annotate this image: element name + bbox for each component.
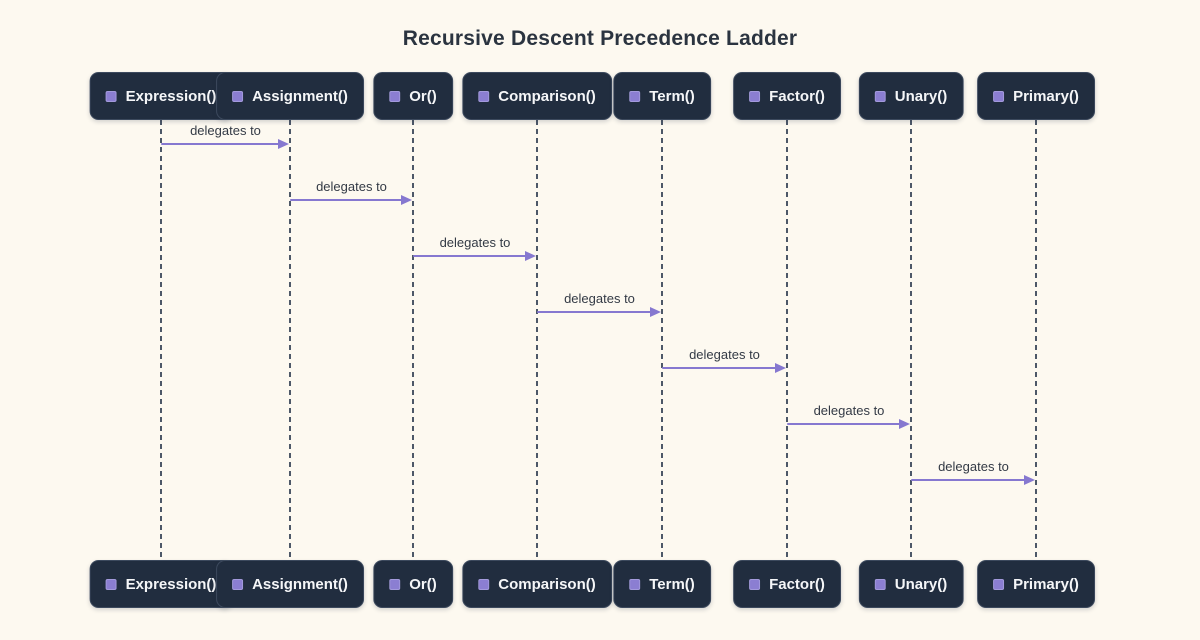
message-arrow-line bbox=[161, 143, 280, 145]
square-icon bbox=[874, 90, 886, 102]
lifeline bbox=[786, 120, 788, 560]
square-icon bbox=[629, 90, 641, 102]
participant-box-bottom: Unary() bbox=[858, 560, 964, 608]
message-label: delegates to bbox=[564, 291, 635, 306]
participant-box-bottom: Factor() bbox=[733, 560, 841, 608]
participant-label: Factor() bbox=[769, 87, 825, 105]
arrowhead-icon bbox=[650, 307, 661, 317]
participant-label: Unary() bbox=[894, 87, 948, 105]
square-icon bbox=[874, 578, 886, 590]
lifeline bbox=[661, 120, 663, 560]
message-arrow-line bbox=[537, 311, 652, 313]
participant-box-bottom: Primary() bbox=[977, 560, 1095, 608]
participant-label: Or() bbox=[409, 575, 437, 593]
participant-box-bottom: Assignment() bbox=[216, 560, 364, 608]
message-label: delegates to bbox=[938, 459, 1009, 474]
lifeline bbox=[160, 120, 162, 560]
message-arrow-line bbox=[413, 255, 527, 257]
arrowhead-icon bbox=[775, 363, 786, 373]
square-icon bbox=[389, 90, 401, 102]
message-label: delegates to bbox=[813, 403, 885, 418]
participant-label: Expression() bbox=[125, 87, 217, 105]
participant-label: Assignment() bbox=[252, 575, 348, 593]
square-icon bbox=[105, 90, 117, 102]
participant-label: Term() bbox=[649, 575, 695, 593]
participant-box-top: Factor() bbox=[733, 72, 841, 120]
participant-box-top: Or() bbox=[373, 72, 453, 120]
square-icon bbox=[389, 578, 401, 590]
participant-box-top: Assignment() bbox=[216, 72, 364, 120]
lifeline bbox=[910, 120, 912, 560]
participant-label: Primary() bbox=[1013, 87, 1079, 105]
square-icon bbox=[478, 578, 490, 590]
participant-label: Or() bbox=[409, 87, 437, 105]
participant-box-bottom: Expression() bbox=[89, 560, 233, 608]
message-arrow-line bbox=[911, 479, 1026, 481]
square-icon bbox=[105, 578, 117, 590]
participant-label: Expression() bbox=[125, 575, 217, 593]
square-icon bbox=[629, 578, 641, 590]
message-label: delegates to bbox=[689, 347, 760, 362]
participant-label: Comparison() bbox=[498, 575, 596, 593]
lifeline bbox=[289, 120, 291, 560]
participant-box-top: Comparison() bbox=[462, 72, 612, 120]
arrowhead-icon bbox=[1024, 475, 1035, 485]
lifeline bbox=[412, 120, 414, 560]
arrowhead-icon bbox=[401, 195, 412, 205]
participant-label: Term() bbox=[649, 87, 695, 105]
square-icon bbox=[749, 578, 761, 590]
arrowhead-icon bbox=[899, 419, 910, 429]
message-label: delegates to bbox=[316, 179, 387, 194]
message-arrow-line bbox=[662, 367, 777, 369]
arrowhead-icon bbox=[278, 139, 289, 149]
participant-box-top: Term() bbox=[613, 72, 711, 120]
square-icon bbox=[993, 90, 1005, 102]
participant-box-top: Unary() bbox=[858, 72, 964, 120]
square-icon bbox=[993, 578, 1005, 590]
lifeline bbox=[1035, 120, 1037, 560]
lifeline bbox=[536, 120, 538, 560]
message-arrow-line bbox=[787, 423, 901, 425]
square-icon bbox=[478, 90, 490, 102]
square-icon bbox=[232, 578, 244, 590]
message-label: delegates to bbox=[439, 235, 511, 250]
participant-box-bottom: Comparison() bbox=[462, 560, 612, 608]
participant-box-bottom: Or() bbox=[373, 560, 453, 608]
diagram-title: Recursive Descent Precedence Ladder bbox=[402, 27, 798, 50]
participant-box-bottom: Term() bbox=[613, 560, 711, 608]
participant-label: Primary() bbox=[1013, 575, 1079, 593]
message-arrow-line bbox=[290, 199, 403, 201]
message-label: delegates to bbox=[190, 123, 261, 138]
square-icon bbox=[232, 90, 244, 102]
participant-box-top: Expression() bbox=[89, 72, 233, 120]
arrowhead-icon bbox=[525, 251, 536, 261]
square-icon bbox=[749, 90, 761, 102]
participant-box-top: Primary() bbox=[977, 72, 1095, 120]
participant-label: Factor() bbox=[769, 575, 825, 593]
participant-label: Assignment() bbox=[252, 87, 348, 105]
participant-label: Unary() bbox=[894, 575, 948, 593]
participant-label: Comparison() bbox=[498, 87, 596, 105]
